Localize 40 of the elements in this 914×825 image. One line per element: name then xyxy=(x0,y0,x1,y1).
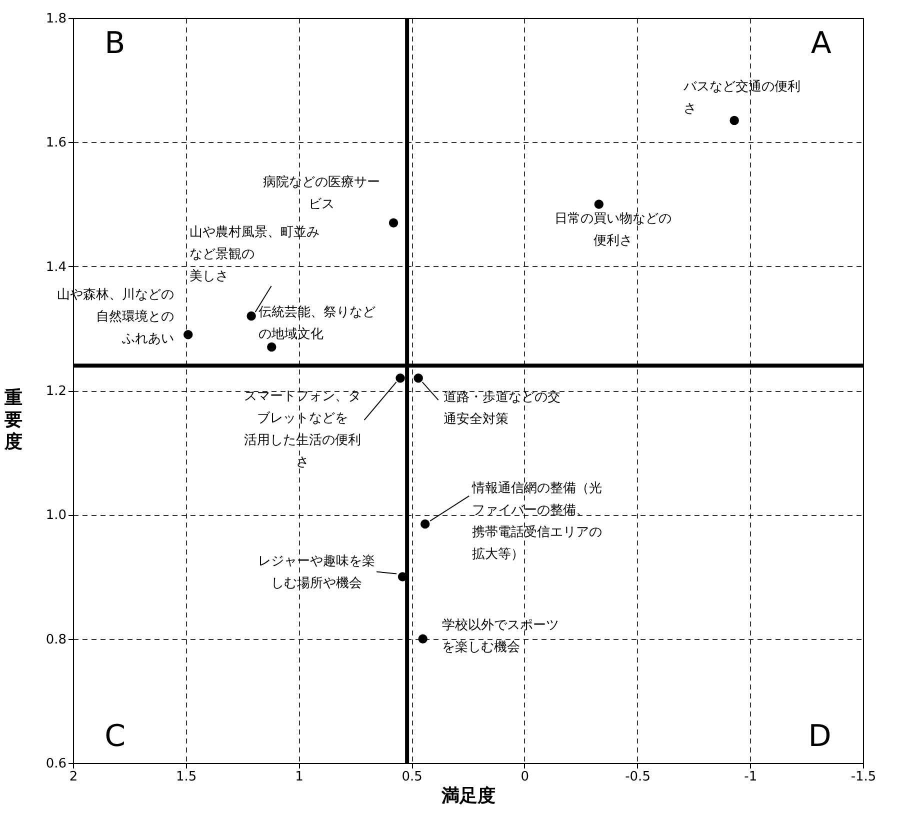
point xyxy=(420,519,430,529)
point xyxy=(418,634,428,644)
x-tick-label: 0.5 xyxy=(402,770,422,784)
x-tick-label: 1.5 xyxy=(176,770,197,784)
y-tick-label: 1.8 xyxy=(46,12,66,26)
y-tick-label: 0.6 xyxy=(46,756,66,772)
annotation: D xyxy=(808,718,832,754)
annotation: 情報通信網の整備（光ファイバーの整備、携帯電話受信エリアの拡大等） xyxy=(471,480,602,562)
y-tick-label: 1.4 xyxy=(46,260,66,275)
annotation: 山や農村風景、町並みなど景観の美しさ xyxy=(189,225,320,284)
y-tick-label: 1.0 xyxy=(46,508,66,524)
x-tick-label: -1.5 xyxy=(850,770,876,784)
x-tick-label: 1 xyxy=(295,770,304,784)
x-axis-title: 満足度 xyxy=(440,786,496,806)
annotation: 伝統芸能、祭りなどの地域文化 xyxy=(258,305,376,342)
point xyxy=(184,330,193,340)
point xyxy=(414,373,423,383)
annotation: B xyxy=(104,26,126,62)
x-tick-label: 2 xyxy=(69,770,78,784)
annotation: 病院などの医療サービス xyxy=(263,174,380,212)
point xyxy=(388,218,398,228)
annotation: 日常の買い物などの便利さ xyxy=(554,211,672,248)
point xyxy=(246,311,256,321)
annotation: 道路・歩道などの交通安全対策 xyxy=(443,389,560,428)
y-axis-title: 重要度 xyxy=(4,388,22,452)
annotation: C xyxy=(104,718,126,754)
annotation: バスなど交通の便利さ xyxy=(682,78,800,116)
x-tick-label: -1 xyxy=(744,770,758,784)
point xyxy=(396,373,405,383)
annotation: A xyxy=(810,26,832,62)
y-tick-label: 1.6 xyxy=(46,136,66,151)
x-tick-label: -0.5 xyxy=(625,770,650,784)
point xyxy=(730,116,739,126)
annotation: スマートフォン、タブレットなどを活用した生活の便利さ xyxy=(244,389,361,470)
y-tick-label: 1.2 xyxy=(46,384,66,399)
y-tick-label: 0.8 xyxy=(46,632,66,648)
annotation: 学校以外でスポーツを楽しむ機会 xyxy=(442,618,559,655)
point xyxy=(594,200,604,209)
x-tick-label: 0 xyxy=(520,770,530,784)
point xyxy=(267,342,276,352)
